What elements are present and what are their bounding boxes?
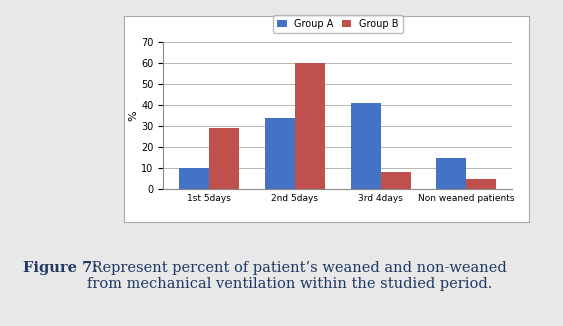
Y-axis label: %: %	[128, 111, 138, 121]
Bar	[295, 63, 325, 189]
Bar	[351, 103, 381, 189]
Bar	[265, 118, 295, 189]
Legend: Group A, Group B: Group A, Group B	[273, 15, 403, 33]
Text: Figure 7:: Figure 7:	[23, 261, 97, 275]
Bar	[209, 128, 239, 189]
Bar	[381, 172, 410, 189]
Text: Represent percent of patient’s weaned and non-weaned
from mechanical ventilation: Represent percent of patient’s weaned an…	[87, 261, 507, 291]
Bar	[467, 179, 497, 189]
Bar	[436, 158, 467, 189]
Bar	[179, 168, 209, 189]
